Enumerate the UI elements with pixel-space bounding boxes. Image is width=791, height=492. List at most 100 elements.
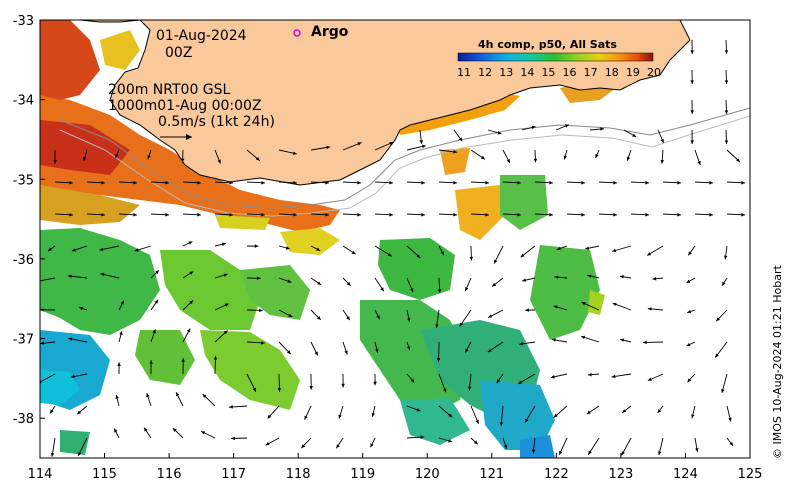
current-arrowhead — [467, 386, 472, 391]
current-arrowhead — [172, 428, 177, 432]
current-arrowhead — [652, 277, 657, 281]
current-arrowhead — [724, 50, 729, 54]
current-arrowhead — [485, 180, 489, 185]
x-tick-label: 119 — [350, 467, 375, 482]
current-arrowhead — [338, 414, 342, 419]
current-arrowhead — [690, 50, 694, 54]
current-arrowhead — [213, 356, 218, 360]
current-arrowhead — [336, 444, 340, 449]
y-tick-label: -35 — [13, 173, 34, 188]
current-arrowhead — [317, 281, 322, 285]
current-arrowhead — [223, 330, 228, 335]
current-arrowhead — [581, 212, 585, 217]
current-arrowhead — [189, 271, 194, 275]
current-arrowhead — [229, 180, 233, 185]
current-arrowhead — [647, 377, 652, 381]
current-arrowhead — [519, 342, 524, 346]
current-arrowhead — [286, 350, 291, 355]
y-tick-label: -36 — [13, 253, 34, 268]
current-arrowhead — [487, 348, 492, 353]
current-arrowhead — [475, 419, 479, 424]
y-tick-label: -38 — [13, 412, 34, 427]
current-arrowhead — [741, 212, 745, 217]
current-arrowhead — [201, 431, 206, 435]
current-arrowhead — [221, 242, 226, 246]
current-arrowhead — [149, 360, 153, 364]
current-arrowhead — [370, 443, 374, 448]
current-arrowhead — [600, 127, 604, 131]
current-arrowhead — [357, 180, 361, 185]
current-arrowhead — [581, 180, 585, 185]
current-arrowhead — [78, 451, 82, 456]
current-arrowhead — [265, 441, 270, 446]
x-tick-label: 118 — [286, 467, 311, 482]
current-arrowhead — [690, 140, 694, 144]
current-arrowhead — [465, 287, 469, 292]
current-arrowhead — [517, 212, 521, 217]
current-arrowhead — [180, 158, 185, 163]
current-arrowhead — [559, 450, 563, 455]
current-arrowhead — [715, 353, 719, 358]
x-tick-label: 117 — [221, 467, 246, 482]
current-arrowhead — [67, 274, 72, 278]
current-arrowhead — [389, 212, 393, 217]
current-arrowhead — [531, 125, 536, 130]
current-arrowhead — [416, 408, 421, 412]
current-arrowhead — [165, 180, 169, 185]
current-arrowhead — [83, 156, 87, 161]
current-arrowhead — [252, 387, 256, 392]
current-arrowhead — [420, 435, 425, 439]
current-arrowhead — [53, 160, 57, 164]
current-arrowhead — [316, 316, 321, 320]
current-arrowhead — [724, 80, 729, 84]
current-arrowhead — [506, 158, 510, 163]
current-arrowhead — [443, 388, 447, 393]
x-tick-label: 122 — [544, 467, 569, 482]
current-arrowhead — [503, 444, 508, 449]
legend-isobath: 1000m01-Aug 00:00Z — [108, 98, 262, 114]
current-arrowhead — [115, 394, 119, 399]
current-arrowhead — [697, 161, 701, 166]
legend-nrt: 200m NRT00 GSL — [108, 82, 231, 98]
current-arrowhead — [314, 351, 318, 356]
colorbar-tick-label: 17 — [583, 66, 598, 79]
current-arrowhead — [587, 372, 592, 377]
current-arrowhead — [316, 247, 321, 251]
current-arrowhead — [186, 328, 191, 333]
colorbar-tick-label: 16 — [562, 66, 577, 79]
current-arrowhead — [406, 346, 411, 351]
current-arrowhead — [622, 409, 627, 413]
current-arrowhead — [224, 303, 229, 307]
current-arrowhead — [645, 180, 649, 185]
current-arrowhead — [115, 154, 119, 159]
speed-scale-arrowhead — [186, 134, 192, 140]
current-arrowhead — [357, 212, 361, 217]
current-arrowhead — [69, 180, 73, 185]
current-arrowhead — [176, 392, 180, 397]
current-arrowhead — [223, 273, 228, 277]
current-arrowhead — [687, 309, 692, 314]
current-arrowhead — [421, 212, 425, 217]
current-arrowhead — [499, 422, 504, 426]
colorbar-tick-label: 12 — [478, 66, 493, 79]
current-arrowhead — [647, 307, 652, 311]
current-arrowhead — [612, 302, 617, 307]
current-arrowhead — [309, 385, 313, 390]
current-arrowhead — [133, 212, 137, 217]
current-arrowhead — [40, 308, 44, 312]
current-arrowhead — [480, 155, 485, 160]
y-tick-label: -34 — [13, 94, 34, 109]
current-arrowhead — [660, 138, 664, 143]
current-arrowhead — [613, 180, 617, 185]
current-arrowhead — [261, 180, 265, 185]
current-arrowhead — [690, 80, 694, 84]
colorbar-tick-label: 14 — [520, 66, 535, 79]
current-arrowhead — [301, 444, 306, 449]
current-arrowhead — [357, 142, 362, 146]
current-arrowhead — [231, 436, 235, 441]
current-arrowhead — [525, 418, 529, 423]
x-tick-label: 125 — [738, 467, 763, 482]
current-arrowhead — [453, 212, 457, 217]
current-arrowhead — [549, 212, 553, 217]
